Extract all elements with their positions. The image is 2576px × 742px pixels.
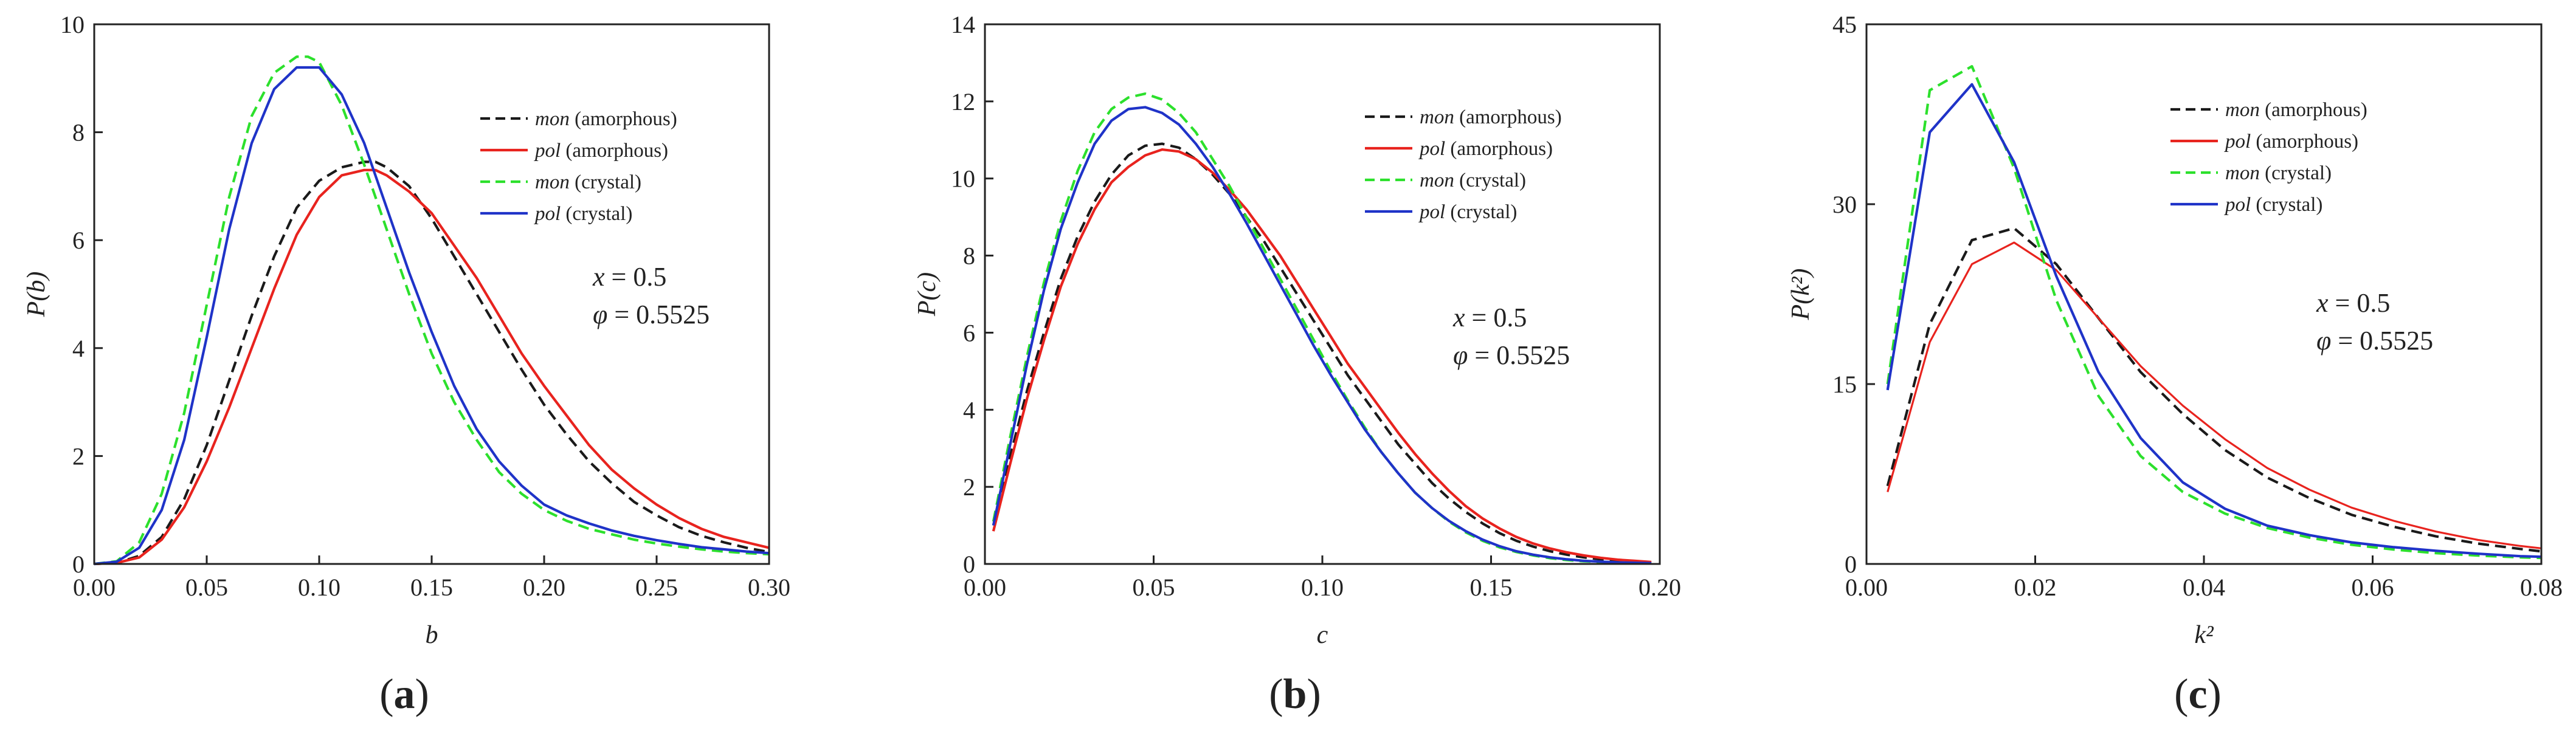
series-line-pol-crystal <box>1886 83 2542 558</box>
y-tick-label: 45 <box>1832 11 1857 38</box>
series-line-pol-crystal <box>94 66 770 566</box>
x-tick-label: 0.15 <box>1470 574 1513 601</box>
y-tick-label: 8 <box>963 242 975 270</box>
y-axis-title: P(c) <box>913 272 941 317</box>
legend-label-pol-crystal: pol (crystal) <box>534 203 632 225</box>
legend: mon (amorphous) pol (amorphous) mon (cryst… <box>480 108 677 225</box>
legend: mon (amorphous) pol (amorphous) mon (cryst… <box>2170 99 2367 216</box>
series-line-mon-amorphous <box>992 142 1652 565</box>
x-tick-label: 0.08 <box>2520 574 2563 601</box>
series-lines <box>94 55 770 566</box>
x-tick-label: 0.10 <box>298 574 340 601</box>
panel-label: (c) <box>2174 671 2222 718</box>
legend-label-pol-amorphous: pol (amorphous) <box>534 140 668 162</box>
y-axis-title: P(b) <box>22 272 50 318</box>
x-axis-title: k² <box>2194 621 2214 649</box>
x-tick-label: 0.00 <box>1845 574 1888 601</box>
x-tick-label: 0.05 <box>185 574 228 601</box>
parameter-annotation: x = 0.5 φ = 0.5525 <box>2316 288 2433 356</box>
legend-label-mon-crystal: mon (crystal) <box>535 171 641 193</box>
y-tick-label: 8 <box>72 119 85 146</box>
y-tick-label: 10 <box>951 165 975 193</box>
legend-label-pol-crystal: pol (crystal) <box>2224 194 2322 216</box>
series-lines <box>1886 64 2542 560</box>
x-tick-label: 0.06 <box>2352 574 2394 601</box>
annotation-phi: φ = 0.5525 <box>593 300 710 329</box>
chart-panel-b: 0.00 0.05 0.10 0.15 0.20 0 2 4 6 8 10 12 14 c P(c) mon … <box>913 11 1681 718</box>
y-tick-label: 12 <box>951 88 975 115</box>
x-tick-label: 0.15 <box>410 574 453 601</box>
y-tick-label: 15 <box>1832 371 1857 398</box>
legend-label-mon-amorphous: mon (amorphous) <box>2225 99 2367 121</box>
series-line-mon-crystal <box>94 55 770 566</box>
y-tick-label: 4 <box>963 396 975 424</box>
series-line-pol-amorphous <box>94 168 770 566</box>
x-tick-label: 0.30 <box>748 574 790 601</box>
panel-label: (a) <box>379 671 429 718</box>
series-line-mon-crystal <box>992 92 1652 565</box>
series-line-pol-amorphous <box>1887 241 2542 549</box>
panel-label: (b) <box>1269 671 1321 718</box>
annotation-x: x = 0.5 <box>592 262 666 292</box>
annotation-phi: φ = 0.5525 <box>2316 326 2433 356</box>
chart-panel-a: 0.00 0.05 0.10 0.15 0.20 0.25 0.30 0 2 4 6 8 10 b P(b)… <box>22 11 790 718</box>
x-tick-label: 0.00 <box>73 574 116 601</box>
x-tick-label: 0.20 <box>1638 574 1681 601</box>
series-lines <box>992 92 1652 565</box>
y-tick-label: 0 <box>963 551 975 578</box>
series-line-pol-amorphous <box>992 148 1652 563</box>
y-tick-label: 2 <box>72 442 85 470</box>
x-tick-label: 0.20 <box>523 574 565 601</box>
chart-panel-c: 0.00 0.02 0.04 0.06 0.08 0 15 30 45 k² P(k²) mon (a… <box>1787 11 2563 718</box>
annotation-phi: φ = 0.5525 <box>1453 340 1570 370</box>
x-axis-title: b <box>426 621 438 649</box>
legend: mon (amorphous) pol (amorphous) mon (cryst… <box>1365 106 1562 223</box>
annotation-x: x = 0.5 <box>2316 288 2390 318</box>
x-tick-label: 0.05 <box>1133 574 1175 601</box>
legend-label-pol-amorphous: pol (amorphous) <box>2224 131 2358 153</box>
y-tick-label: 6 <box>72 227 85 254</box>
y-tick-label: 4 <box>72 335 85 362</box>
x-tick-label: 0.10 <box>1301 574 1344 601</box>
legend-label-mon-amorphous: mon (amorphous) <box>535 108 677 130</box>
series-line-mon-amorphous <box>1886 227 2542 553</box>
y-axis-title: P(k²) <box>1787 269 1815 321</box>
y-tick-label: 30 <box>1832 191 1857 218</box>
legend-label-mon-crystal: mon (crystal) <box>2225 162 2332 184</box>
parameter-annotation: x = 0.5 φ = 0.5525 <box>592 262 710 329</box>
x-axis-title: c <box>1317 621 1328 649</box>
legend-label-pol-crystal: pol (crystal) <box>1418 201 1517 223</box>
x-tick-label: 0.25 <box>635 574 678 601</box>
y-tick-label: 0 <box>72 551 85 578</box>
annotation-x: x = 0.5 <box>1452 303 1527 332</box>
y-tick-label: 2 <box>963 473 975 501</box>
y-tick-label: 0 <box>1845 551 1857 578</box>
x-tick-label: 0.04 <box>2183 574 2225 601</box>
x-tick-label: 0.00 <box>964 574 1006 601</box>
legend-label-mon-crystal: mon (crystal) <box>1420 170 1526 191</box>
series-line-pol-crystal <box>992 106 1652 565</box>
legend-label-pol-amorphous: pol (amorphous) <box>1418 138 1553 160</box>
y-tick-label: 10 <box>60 11 85 38</box>
legend-label-mon-amorphous: mon (amorphous) <box>1420 106 1562 128</box>
y-tick-label: 14 <box>951 11 975 38</box>
y-tick-label: 6 <box>963 319 975 346</box>
x-tick-label: 0.02 <box>2014 574 2057 601</box>
parameter-annotation: x = 0.5 φ = 0.5525 <box>1452 303 1570 370</box>
